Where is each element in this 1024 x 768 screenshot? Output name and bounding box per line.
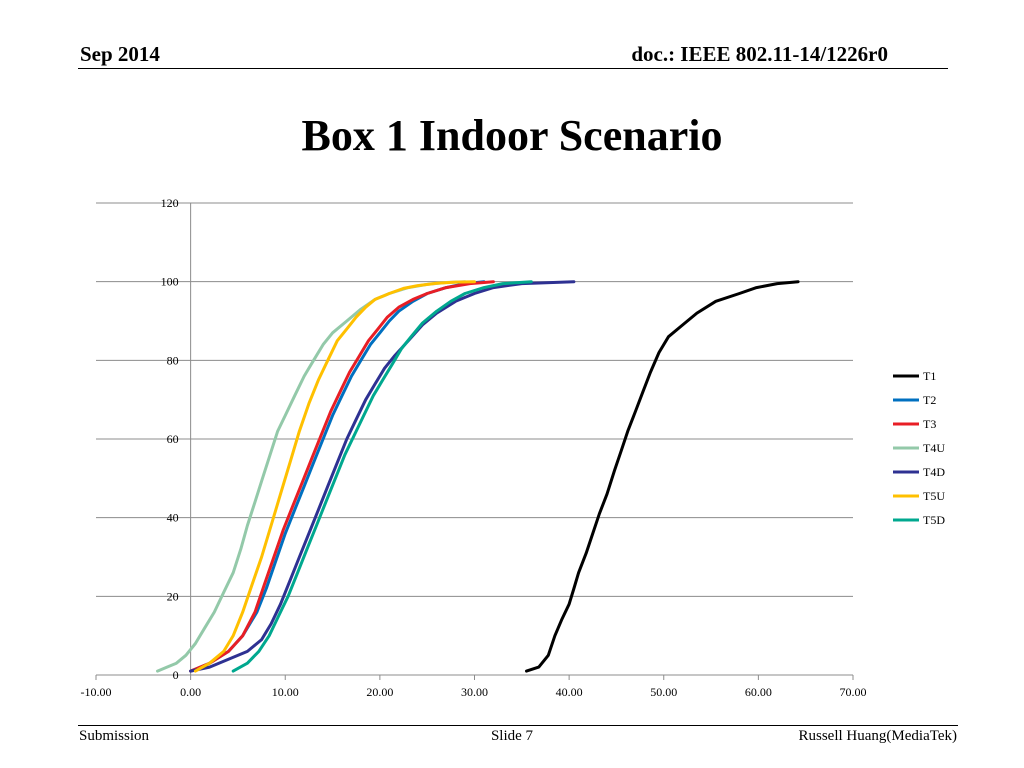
x-tick-label: 40.00: [556, 685, 583, 699]
footer-left: Submission: [79, 728, 150, 744]
x-tick-label: 20.00: [366, 685, 393, 699]
x-tick-label: 30.00: [461, 685, 488, 699]
series-line-t1: [525, 280, 800, 673]
y-tick-label: 100: [161, 275, 179, 289]
series-line-t5d: [231, 280, 533, 673]
x-tick-label: -10.00: [81, 685, 112, 699]
legend-label: T4U: [923, 441, 945, 455]
y-tick-label: 40: [167, 511, 179, 525]
series-line-t2: [189, 280, 486, 673]
series-line-t4d: [189, 280, 576, 673]
legend-label: T5D: [923, 513, 945, 527]
series-line-t4u: [156, 280, 467, 673]
footer-slide-number: Slide 7: [490, 728, 534, 744]
y-tick-label: 20: [167, 589, 179, 603]
legend-label: T1: [923, 369, 936, 383]
y-tick-label: 0: [173, 668, 179, 682]
footer-author: Russell Huang(MediaTek): [798, 728, 958, 744]
x-tick-label: 70.00: [840, 685, 867, 699]
x-tick-label: 0.00: [180, 685, 201, 699]
legend-label: T4D: [923, 465, 945, 479]
header-date: Sep 2014: [80, 42, 160, 66]
legend-label: T5U: [923, 489, 945, 503]
header-divider: [78, 68, 948, 69]
x-tick-label: 10.00: [272, 685, 299, 699]
x-tick-label: 50.00: [650, 685, 677, 699]
header-doc-id: doc.: IEEE 802.11-14/1226r0: [631, 42, 888, 66]
series-line-t5u: [193, 280, 476, 673]
y-tick-label: 80: [167, 353, 179, 367]
series-line-t3: [189, 280, 495, 673]
footer-divider: [78, 725, 958, 726]
x-tick-label: 60.00: [745, 685, 772, 699]
slide-title: Box 1 Indoor Scenario: [301, 111, 723, 160]
legend-label: T3: [923, 417, 936, 431]
y-tick-label: 60: [167, 432, 179, 446]
y-tick-label: 120: [161, 196, 179, 210]
legend-label: T2: [923, 393, 936, 407]
